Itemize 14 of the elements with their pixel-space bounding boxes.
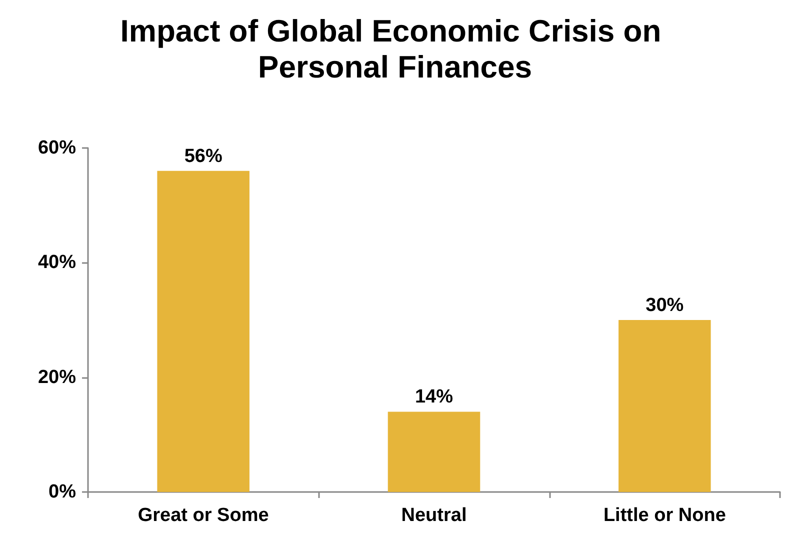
bar — [618, 320, 711, 492]
data-label: 30% — [646, 295, 684, 316]
chart-title: Impact of Global Economic Crisis on Personal Finances — [120, 14, 670, 84]
data-label: 56% — [184, 146, 222, 167]
y-tick-label: 20% — [38, 366, 76, 388]
y-tick-label: 0% — [48, 482, 76, 502]
bar — [157, 170, 250, 492]
bar — [388, 412, 480, 492]
data-label: 14% — [414, 386, 454, 408]
x-tick-label: Great or Some — [138, 505, 269, 526]
x-tick-label: Neutral — [401, 505, 467, 526]
y-tick-label: 60% — [38, 138, 76, 158]
x-tick-label: Little or None — [603, 505, 726, 526]
y-tick-label: 40% — [38, 252, 76, 274]
